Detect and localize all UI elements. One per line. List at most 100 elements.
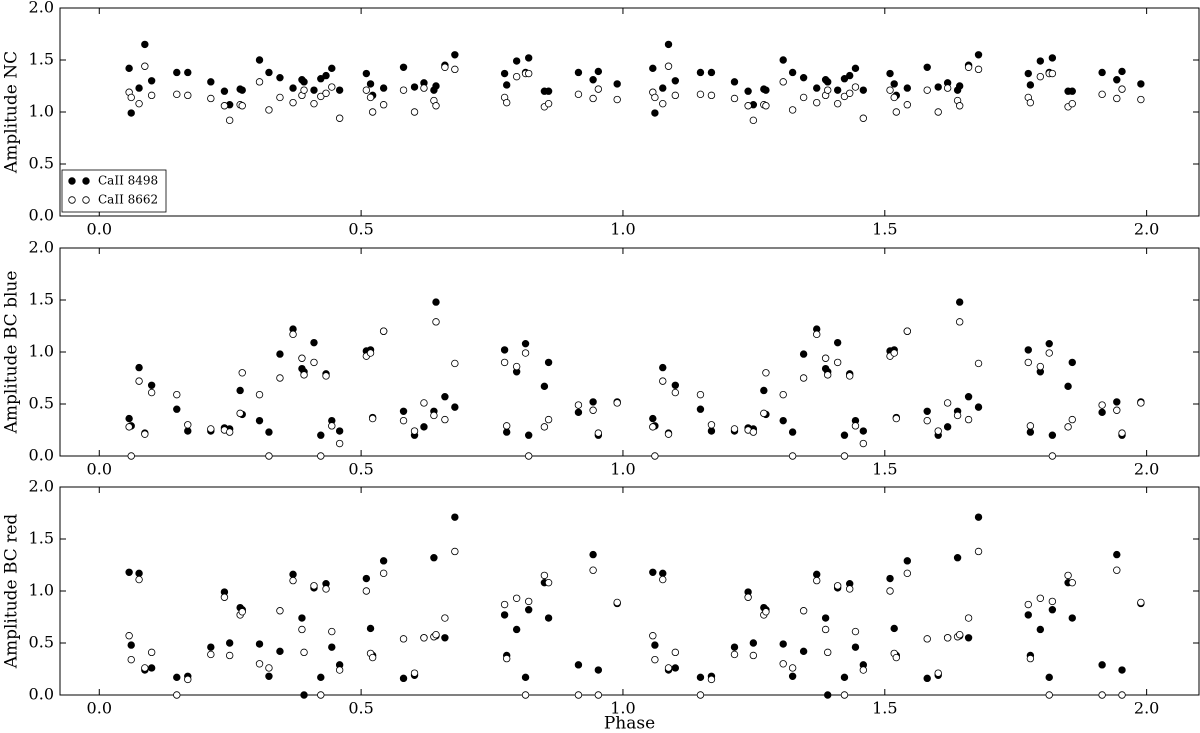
data-point — [317, 673, 325, 682]
data-point — [1045, 673, 1053, 682]
data-point — [147, 388, 156, 397]
data-point — [659, 377, 667, 385]
data-point — [524, 431, 533, 439]
data-point — [594, 67, 603, 76]
data-point — [544, 358, 553, 367]
data-point — [512, 625, 521, 634]
data-point — [696, 68, 705, 77]
data-point — [1098, 68, 1106, 77]
data-point — [833, 582, 842, 590]
data-point — [813, 570, 821, 579]
data-point — [432, 102, 440, 110]
axes-frame — [59, 7, 1200, 217]
data-point — [289, 330, 297, 339]
data-point — [328, 422, 336, 430]
data-point — [744, 102, 752, 110]
data-point — [441, 63, 449, 71]
data-point — [322, 372, 330, 380]
data-point — [322, 585, 330, 593]
data-point — [671, 664, 680, 672]
data-point — [125, 414, 133, 423]
data-point — [589, 94, 597, 103]
data-point — [276, 647, 284, 656]
data-point — [903, 569, 912, 578]
data-point — [420, 399, 428, 407]
data-point — [399, 635, 408, 643]
data-point — [173, 390, 181, 399]
data-point — [500, 358, 509, 367]
data-point — [544, 99, 553, 108]
data-point — [135, 99, 143, 108]
data-point — [859, 439, 868, 448]
data-point — [923, 86, 931, 94]
data-point — [276, 350, 284, 358]
x-tick-label: 2.0 — [1134, 699, 1159, 718]
data-point — [594, 429, 603, 437]
data-point — [335, 439, 344, 448]
data-point — [955, 318, 964, 326]
data-point — [420, 84, 428, 92]
data-point — [521, 349, 530, 357]
data-point — [833, 86, 842, 94]
data-point — [659, 84, 667, 92]
data-point — [1036, 362, 1045, 371]
x-tick-label: 1.5 — [872, 220, 897, 239]
data-point — [289, 98, 297, 107]
data-point — [328, 627, 336, 636]
data-point — [799, 374, 808, 382]
data-point — [923, 407, 931, 415]
data-point — [788, 106, 797, 114]
data-point — [779, 56, 787, 64]
data-point — [125, 632, 133, 640]
data-point — [125, 423, 133, 431]
data-point — [225, 651, 234, 660]
data-point — [890, 80, 898, 88]
data-point — [833, 338, 842, 347]
data-point — [1064, 382, 1072, 391]
data-point — [300, 86, 308, 94]
data-point — [788, 664, 797, 672]
data-point — [441, 393, 449, 401]
data-point — [964, 634, 973, 642]
data-point — [265, 664, 273, 672]
data-point — [1064, 571, 1072, 580]
data-point — [207, 78, 215, 86]
data-point — [589, 566, 597, 574]
data-point — [851, 643, 860, 651]
x-tick-label: 1.0 — [610, 220, 635, 239]
data-point — [502, 98, 511, 107]
data-point — [147, 91, 156, 100]
data-point — [707, 421, 716, 429]
y-tick-label: 2.0 — [29, 238, 54, 257]
data-point — [964, 415, 973, 424]
data-point — [125, 568, 133, 576]
data-point — [399, 416, 408, 425]
data-point — [147, 664, 156, 672]
data-point — [335, 86, 344, 94]
data-point — [821, 625, 830, 634]
data-point — [335, 114, 344, 122]
y-tick-label: 1.5 — [29, 529, 54, 548]
data-point — [300, 691, 308, 699]
data-point — [125, 64, 133, 73]
data-point — [1024, 611, 1032, 619]
data-point — [1118, 85, 1126, 93]
data-point — [225, 639, 234, 647]
data-point — [379, 327, 388, 335]
data-point — [141, 430, 149, 438]
data-point — [310, 358, 318, 367]
data-point — [1098, 661, 1106, 669]
data-point — [127, 109, 135, 117]
data-point — [310, 582, 318, 590]
data-point — [1098, 408, 1106, 417]
data-point — [238, 86, 246, 94]
data-point — [696, 673, 705, 682]
x-tick-label: 2.0 — [1134, 460, 1159, 479]
data-point — [799, 73, 808, 82]
data-point — [1064, 423, 1072, 431]
legend-label: CaII 8662 — [98, 193, 158, 207]
data-point — [730, 643, 739, 651]
x-tick-label: 1.0 — [610, 460, 635, 479]
data-point — [276, 73, 284, 82]
data-point — [671, 388, 680, 397]
